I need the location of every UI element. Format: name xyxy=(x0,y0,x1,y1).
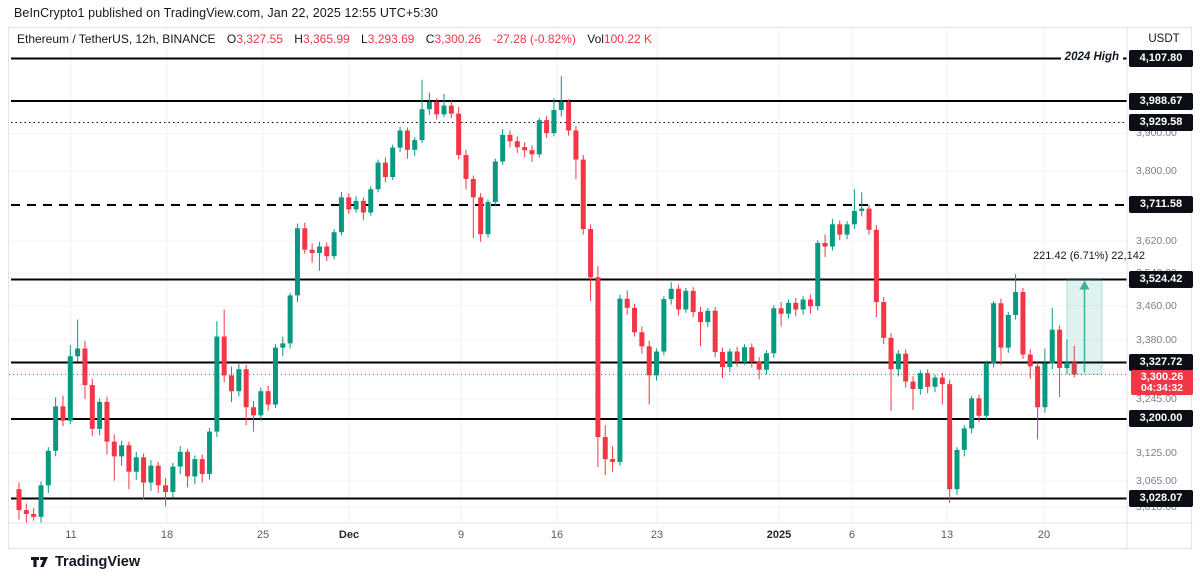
time-axis-label: 11 xyxy=(65,529,77,541)
time-axis-label: 23 xyxy=(650,529,664,541)
price-level-badge: 3,327.72 xyxy=(1129,353,1193,371)
time-axis-label: 13 xyxy=(940,529,954,541)
volume-label: Vol xyxy=(587,32,604,46)
symbol-title: Ethereum / TetherUS, 12h, BINANCE xyxy=(17,32,216,46)
open-label: O xyxy=(226,32,237,46)
time-axis-label: 9 xyxy=(457,529,465,541)
tradingview-logo[interactable]: TradingView xyxy=(30,554,140,570)
time-axis-label: 18 xyxy=(160,529,174,541)
price-tick-label: 3,380.00 xyxy=(1136,333,1177,346)
projection-annotation: 221.42 (6.71%) 22,142 xyxy=(1033,249,1145,262)
time-axis-label: 2025 xyxy=(766,529,792,541)
price-tick-label: 3,620.00 xyxy=(1136,234,1177,247)
price-level-badge: 3,524.42 xyxy=(1129,271,1193,289)
chart-legend: Ethereum / TetherUS, 12h, BINANCE O3,327… xyxy=(17,32,652,46)
price-level-badge: 3,200.00 xyxy=(1129,410,1193,428)
high-label: H xyxy=(294,32,303,46)
price-level-badge: 4,107.80 xyxy=(1129,50,1193,68)
chart-card: Ethereum / TetherUS, 12h, BINANCE O3,327… xyxy=(8,27,1193,550)
current-price-value: 3,300.26 xyxy=(1140,371,1184,384)
price-tick-label: 3,245.00 xyxy=(1136,392,1177,405)
publish-attribution: BeInCrypto1 published on TradingView.com… xyxy=(14,6,438,20)
price-level-badge: 3,711.58 xyxy=(1129,196,1193,214)
current-price-badge: 3,300.26 04:34:32 xyxy=(1131,370,1193,396)
candles-layer xyxy=(16,76,1077,523)
candlestick-plot xyxy=(9,28,1193,550)
tradingview-logo-icon xyxy=(31,557,48,567)
price-axis-unit: USDT xyxy=(1148,33,1180,45)
open-value: 3,327.55 xyxy=(236,32,283,46)
price-level-badge: 3,028.07 xyxy=(1129,490,1193,508)
low-value: 3,293.69 xyxy=(367,32,415,46)
time-axis-label: 16 xyxy=(550,529,564,541)
price-tick-label: 3,065.00 xyxy=(1136,475,1177,488)
change-value: -27.28 (-0.82%) xyxy=(492,32,576,46)
time-axis-label: Dec xyxy=(338,529,360,541)
time-axis-label: 20 xyxy=(1037,529,1051,541)
time-axis-label: 6 xyxy=(848,529,856,541)
volume-value: 100.22 K xyxy=(603,32,652,46)
price-tick-label: 3,125.00 xyxy=(1136,447,1177,460)
high-value: 3,365.99 xyxy=(302,32,350,46)
level-tag-2024-high: 2024 High xyxy=(1060,50,1123,63)
low-label: L xyxy=(361,32,368,46)
time-axis-label: 25 xyxy=(256,529,270,541)
close-value: 3,300.26 xyxy=(434,32,482,46)
price-tick-label: 3,460.00 xyxy=(1136,300,1177,313)
price-level-badge: 3,988.67 xyxy=(1129,92,1193,110)
tradingview-logo-text: TradingView xyxy=(55,554,141,570)
price-tick-label: 3,800.00 xyxy=(1136,164,1177,177)
close-label: C xyxy=(425,32,435,46)
price-level-badge: 3,929.58 xyxy=(1129,114,1193,132)
candle-countdown: 04:34:32 xyxy=(1140,382,1184,395)
